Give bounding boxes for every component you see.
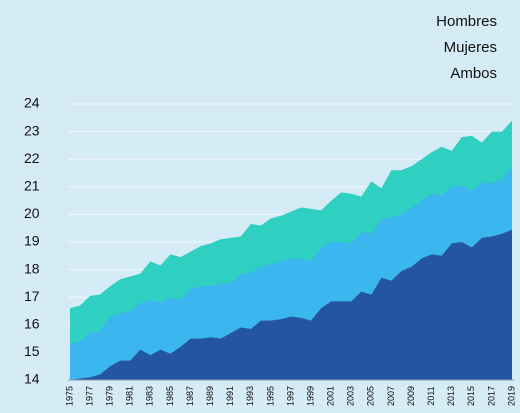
x-tick-label: 1987 — [185, 386, 195, 406]
x-tick-label: 1993 — [245, 386, 255, 406]
y-tick-label: 24 — [24, 95, 40, 111]
x-tick-label: 1989 — [205, 386, 215, 406]
y-tick-label: 16 — [24, 316, 40, 332]
x-tick-label: 1977 — [84, 386, 94, 406]
legend-label: Ambos — [450, 65, 497, 82]
y-tick-label: 20 — [24, 205, 40, 221]
x-tick-label: 2011 — [426, 386, 436, 405]
x-tick-label: 2005 — [366, 386, 376, 406]
y-tick-label: 14 — [24, 371, 40, 387]
y-tick-label: 17 — [24, 288, 40, 304]
x-tick-label: 1991 — [225, 386, 235, 406]
x-tick-label: 2007 — [386, 386, 396, 406]
x-tick-label: 1975 — [64, 386, 74, 406]
y-tick-label: 21 — [24, 178, 40, 194]
x-tick-label: 1995 — [265, 386, 275, 406]
x-tick-label: 1997 — [285, 386, 295, 406]
x-tick-label: 1981 — [125, 386, 135, 406]
x-tick-label: 2013 — [446, 386, 456, 406]
y-tick-label: 18 — [24, 260, 40, 276]
x-tick-label: 2017 — [486, 386, 496, 406]
x-tick-label: 1999 — [305, 386, 315, 406]
y-tick-label: 23 — [24, 122, 40, 138]
x-tick-label: 2009 — [406, 386, 416, 406]
x-tick-label: 2003 — [346, 386, 356, 406]
legend-label: Mujeres — [444, 39, 497, 56]
x-tick-label: 1985 — [165, 386, 175, 406]
area — [70, 229, 512, 380]
legend-label: Hombres — [436, 13, 497, 30]
x-tick-label: 1983 — [145, 386, 155, 406]
y-tick-label: 22 — [24, 150, 40, 166]
x-tick-label: 2019 — [506, 386, 516, 406]
y-tick-label: 19 — [24, 233, 40, 249]
x-tick-label: 2015 — [466, 386, 476, 406]
x-tick-label: 2001 — [326, 386, 336, 406]
x-tick-label: 1979 — [105, 386, 115, 406]
y-tick-label: 15 — [24, 343, 40, 359]
